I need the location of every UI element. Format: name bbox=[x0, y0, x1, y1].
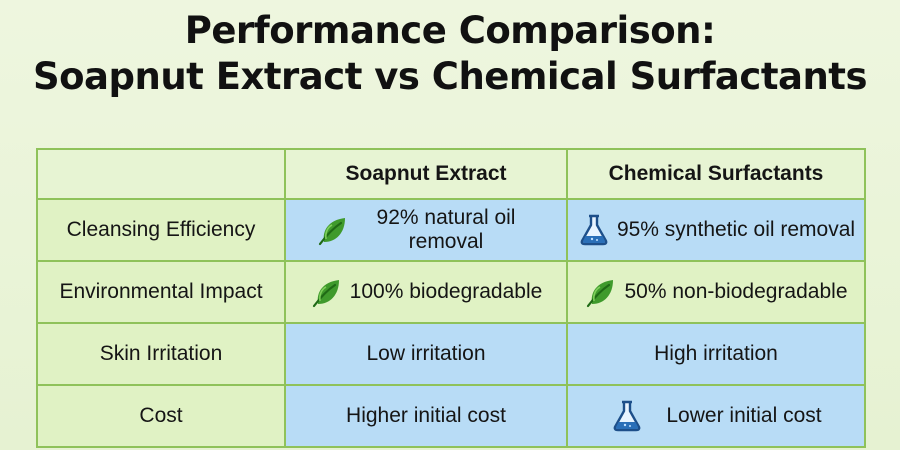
comparison-table: Soapnut Extract Chemical Surfactants Cle… bbox=[36, 148, 866, 448]
table-row: Cost Higher initial cost Lower initial c… bbox=[36, 384, 866, 448]
cell-chemical-environmental: 50% non-biodegradable bbox=[566, 260, 866, 324]
cell-chemical-cost: Lower initial cost bbox=[566, 384, 866, 448]
table-row: Skin Irritation Low irritation High irri… bbox=[36, 322, 866, 386]
cell-text: 95% synthetic oil removal bbox=[616, 218, 856, 241]
flask-icon bbox=[610, 399, 644, 433]
row-label-environmental-impact: Environmental Impact bbox=[36, 260, 286, 324]
leaf-icon bbox=[316, 213, 350, 247]
table-header-row: Soapnut Extract Chemical Surfactants bbox=[36, 148, 866, 200]
leaf-icon bbox=[584, 275, 618, 309]
cell-soapnut-cleansing: 92% natural oil removal bbox=[284, 198, 568, 262]
cell-text: 100% biodegradable bbox=[349, 280, 543, 303]
table-row: Environmental Impact 100% biodegradable … bbox=[36, 260, 866, 324]
cell-text: Lower initial cost bbox=[666, 404, 822, 427]
header-corner-cell bbox=[36, 148, 286, 200]
header-chemical-surfactants: Chemical Surfactants bbox=[566, 148, 866, 200]
cell-soapnut-skin: Low irritation bbox=[284, 322, 568, 386]
cell-soapnut-cost: Higher initial cost bbox=[284, 384, 568, 448]
title-line-2: Soapnut Extract vs Chemical Surfactants bbox=[32, 55, 868, 98]
cell-soapnut-environmental: 100% biodegradable bbox=[284, 260, 568, 324]
row-label-skin-irritation: Skin Irritation bbox=[36, 322, 286, 386]
cell-text: 92% natural oil removal bbox=[376, 206, 516, 253]
table-row: Cleansing Efficiency 92% natural oil rem… bbox=[36, 198, 866, 262]
cell-chemical-cleansing: 95% synthetic oil removal bbox=[566, 198, 866, 262]
row-label-cost: Cost bbox=[36, 384, 286, 448]
cell-text: 50% non-biodegradable bbox=[624, 280, 848, 303]
row-label-cleansing-efficiency: Cleansing Efficiency bbox=[36, 198, 286, 262]
page-title: Performance Comparison: Soapnut Extract … bbox=[0, 8, 900, 100]
flask-icon bbox=[577, 213, 611, 247]
header-soapnut-extract: Soapnut Extract bbox=[284, 148, 568, 200]
leaf-icon bbox=[310, 275, 344, 309]
cell-chemical-skin: High irritation bbox=[566, 322, 866, 386]
title-line-1: Performance Comparison: bbox=[184, 9, 716, 52]
